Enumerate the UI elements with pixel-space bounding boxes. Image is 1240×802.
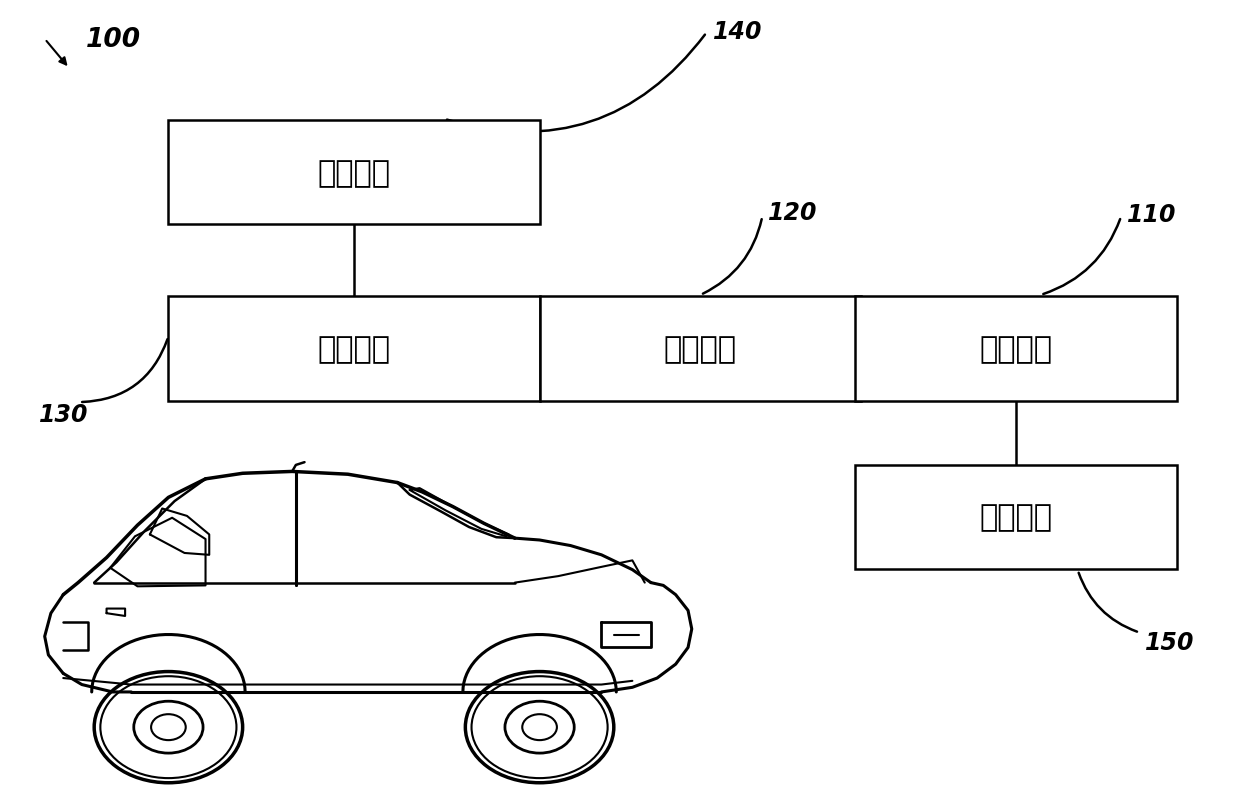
Text: 110: 110 [1127, 203, 1177, 227]
Text: 140: 140 [713, 20, 763, 44]
FancyBboxPatch shape [856, 297, 1177, 401]
FancyBboxPatch shape [169, 297, 539, 401]
Text: 输出接口: 输出接口 [317, 334, 391, 363]
FancyBboxPatch shape [856, 465, 1177, 569]
Text: 提醒装置: 提醒装置 [317, 159, 391, 188]
Text: 计算单元: 计算单元 [663, 334, 737, 363]
FancyBboxPatch shape [169, 121, 539, 225]
Text: 150: 150 [1145, 630, 1194, 654]
FancyBboxPatch shape [539, 297, 862, 401]
Text: 120: 120 [769, 201, 818, 225]
Text: 获取单元: 获取单元 [980, 334, 1053, 363]
Text: 100: 100 [86, 26, 140, 53]
Text: 检测装置: 检测装置 [980, 502, 1053, 532]
Text: 130: 130 [38, 403, 88, 427]
